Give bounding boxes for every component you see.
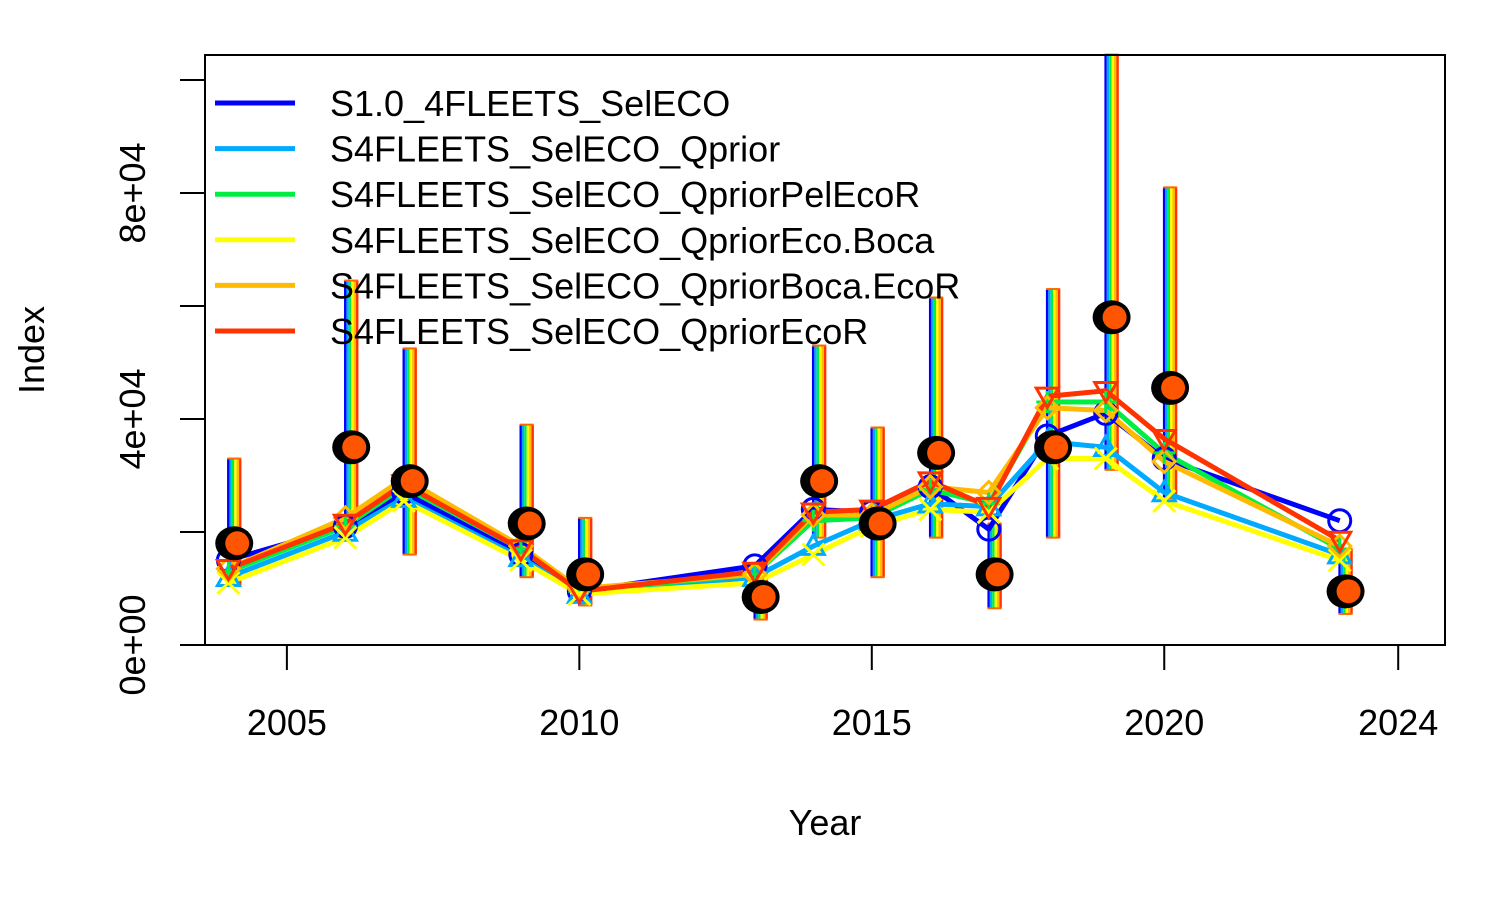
- x-axis-label: Year: [789, 802, 862, 843]
- legend-label-5: S4FLEETS_SelECO_QpriorEcoR: [330, 311, 868, 352]
- series-line-5: [227, 388, 1341, 594]
- y-tick-label-2: 8e+04: [112, 142, 153, 243]
- x-tick-label-2020: 2020: [1124, 702, 1204, 743]
- legend-label-1: S4FLEETS_SelECO_Qprior: [330, 129, 780, 170]
- series-point: [1150, 429, 1178, 453]
- series-line-3: [227, 456, 1341, 597]
- series-point: [333, 525, 358, 550]
- series-point: [975, 479, 1002, 506]
- observation-point: [985, 562, 1010, 587]
- series-point: [1034, 394, 1061, 421]
- observation-point: [751, 584, 776, 609]
- y-tick-label-0: 0e+00: [112, 594, 153, 695]
- observation-point: [517, 511, 542, 536]
- error-bar: [402, 347, 417, 556]
- series-point: [216, 570, 241, 595]
- observation-point: [1044, 435, 1069, 460]
- series-point: [1033, 386, 1061, 411]
- x-tick-label-2005: 2005: [247, 702, 327, 743]
- observation-point: [576, 562, 601, 587]
- series-point: [507, 539, 535, 563]
- series-point: [1093, 446, 1118, 471]
- observation-point: [868, 511, 893, 536]
- observation-point: [1161, 375, 1186, 400]
- y-tick-label-1: 4e+04: [112, 368, 153, 469]
- legend: S1.0_4FLEETS_SelECO S4FLEETS_SelECO_Qprio…: [215, 83, 960, 352]
- legend-label-2: S4FLEETS_SelECO_QpriorPelEcoR: [330, 174, 920, 215]
- series-point: [801, 542, 826, 567]
- y-axis: 0e+00 4e+04 8e+04: [112, 79, 205, 696]
- series-point: [1327, 548, 1352, 573]
- y-axis-label: Index: [11, 306, 52, 394]
- series-point: [1092, 433, 1120, 457]
- error-bar: [344, 279, 359, 531]
- series-point: [975, 496, 1003, 521]
- series-point: [1092, 397, 1119, 424]
- observations: [215, 300, 1365, 614]
- series-point: [1326, 533, 1353, 560]
- observation-point: [927, 440, 952, 465]
- observation-point: [225, 531, 250, 556]
- series-point: [741, 561, 769, 586]
- x-tick-label-2024: 2024: [1358, 702, 1438, 743]
- series-point: [917, 473, 944, 500]
- x-tick-label-2010: 2010: [539, 702, 619, 743]
- series-point: [1326, 530, 1354, 555]
- series-markers: [214, 381, 1354, 607]
- observation-point: [342, 435, 367, 460]
- series-point: [1152, 488, 1177, 513]
- series-point: [916, 471, 944, 496]
- legend-label-0: S1.0_4FLEETS_SelECO: [330, 83, 730, 124]
- x-axis: 2005 2010 2015 2020 2024: [247, 644, 1438, 743]
- series-point: [918, 497, 943, 522]
- observation-point: [400, 469, 425, 494]
- legend-label-4: S4FLEETS_SelECO_QpriorBoca.EcoR: [330, 265, 960, 306]
- series-point: [1153, 441, 1176, 464]
- x-tick-label-2015: 2015: [832, 702, 912, 743]
- series-point: [1092, 381, 1120, 405]
- observation-point: [810, 469, 835, 494]
- legend-label-3: S4FLEETS_SelECO_QpriorEco.Boca: [330, 220, 935, 261]
- series-point: [214, 558, 242, 583]
- series-point: [1151, 448, 1178, 475]
- observation-point: [1102, 305, 1127, 330]
- series-point: [331, 513, 359, 538]
- observation-point: [1336, 579, 1361, 604]
- series-point: [799, 502, 827, 527]
- series-line-1: [227, 439, 1341, 597]
